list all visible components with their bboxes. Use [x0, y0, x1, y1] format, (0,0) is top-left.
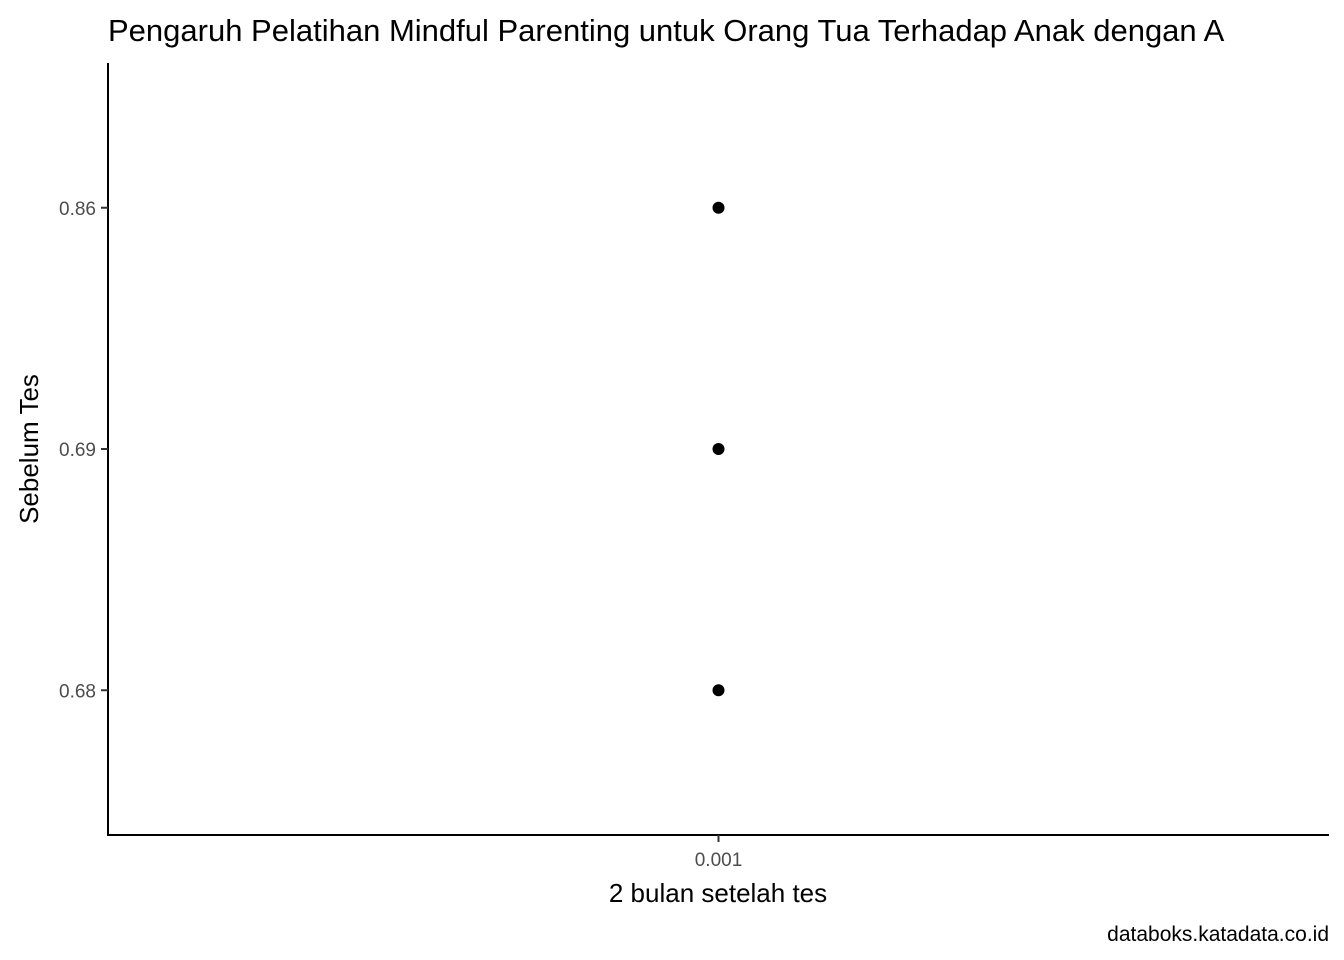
data-point — [712, 684, 725, 697]
data-points — [712, 201, 725, 697]
x-tick-label: 0.001 — [695, 850, 743, 871]
plot-area: 0.68 0.69 0.86 0.001 — [59, 63, 1329, 871]
y-tick-label: 0.86 — [59, 199, 96, 220]
chart-title: Pengaruh Pelatihan Mindful Parenting unt… — [108, 13, 1225, 48]
x-axis-title: 2 bulan setelah tes — [609, 878, 827, 908]
y-axis-ticks: 0.68 0.69 0.86 — [59, 199, 108, 702]
data-point — [712, 443, 725, 455]
data-point — [712, 201, 725, 214]
y-axis-title: Sebelum Tes — [14, 374, 44, 524]
x-axis-ticks: 0.001 — [695, 835, 743, 871]
y-tick-label: 0.69 — [59, 440, 96, 461]
y-tick-label: 0.68 — [59, 681, 96, 702]
source-caption: databoks.katadata.co.id — [1107, 923, 1329, 946]
